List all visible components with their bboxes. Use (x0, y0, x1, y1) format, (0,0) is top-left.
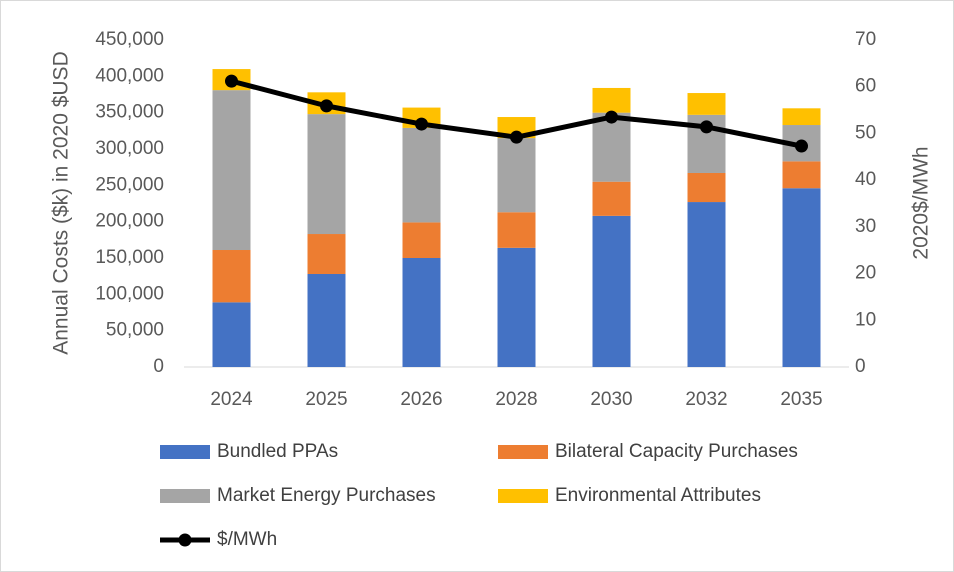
x-tick-label: 2025 (305, 389, 347, 410)
line-point (320, 99, 333, 113)
line-point (795, 139, 808, 153)
x-tick-label: 2032 (685, 389, 727, 410)
y-tick-label: 200,000 (95, 211, 164, 232)
legend-label: Bundled PPAs (217, 441, 338, 462)
line-point (225, 74, 238, 88)
bar (212, 302, 251, 367)
bar (782, 161, 821, 189)
bar (782, 108, 821, 126)
bar (497, 212, 536, 248)
y2-tick-label: 70 (855, 29, 876, 50)
bar (307, 273, 346, 367)
bar (497, 138, 536, 213)
x-tick-label: 2030 (590, 389, 632, 410)
bar (687, 172, 726, 203)
y-tick-label: 100,000 (95, 283, 164, 304)
legend-marker (178, 533, 192, 547)
bar (402, 127, 441, 223)
x-tick-label: 2024 (210, 389, 253, 410)
legend-swatch (498, 445, 548, 459)
bar (402, 258, 441, 367)
legend-label: Market Energy Purchases (217, 485, 436, 506)
legend-label: $/MWh (217, 529, 277, 550)
bar (592, 87, 631, 113)
y-tick-label: 150,000 (95, 247, 164, 268)
y-tick-label: 400,000 (95, 65, 164, 86)
y2-tick-label: 0 (855, 356, 866, 377)
legend-swatch (160, 445, 210, 459)
y-tick-label: 350,000 (95, 102, 164, 123)
bar (212, 250, 251, 303)
legend-swatch (498, 489, 548, 503)
bar (592, 112, 631, 182)
y-axis-title: Annual Costs ($k) in 2020 $USD (50, 51, 73, 355)
bar (782, 188, 821, 367)
x-tick-label: 2035 (780, 389, 822, 410)
bar (497, 247, 536, 367)
legend-swatch (160, 489, 210, 503)
y2-tick-label: 10 (855, 309, 876, 330)
y-tick-label: 250,000 (95, 174, 164, 195)
bar (402, 222, 441, 258)
line-point (510, 130, 523, 144)
bar (307, 114, 346, 235)
y-tick-label: 0 (153, 356, 164, 377)
y2-tick-label: 20 (855, 263, 876, 284)
y-tick-label: 300,000 (95, 138, 164, 159)
legend-label: Environmental Attributes (555, 485, 761, 506)
bar (687, 202, 726, 367)
x-tick-label: 2026 (400, 389, 442, 410)
x-tick-label: 2028 (495, 389, 537, 410)
y2-tick-label: 30 (855, 216, 876, 237)
bar (307, 234, 346, 274)
legend-label: Bilateral Capacity Purchases (555, 441, 798, 462)
line-point (700, 120, 713, 134)
y-tick-label: 50,000 (106, 320, 164, 341)
bar (687, 93, 726, 115)
y-tick-label: 450,000 (95, 29, 164, 50)
line-point (415, 117, 428, 131)
y2-tick-label: 60 (855, 76, 876, 97)
bar (592, 215, 631, 367)
y2-tick-label: 50 (855, 122, 876, 143)
bar (212, 90, 251, 251)
y2-tick-label: 40 (855, 169, 876, 190)
line-point (605, 110, 618, 124)
bar (592, 181, 631, 216)
y2-axis-title: 2020$/MWh (910, 146, 933, 259)
